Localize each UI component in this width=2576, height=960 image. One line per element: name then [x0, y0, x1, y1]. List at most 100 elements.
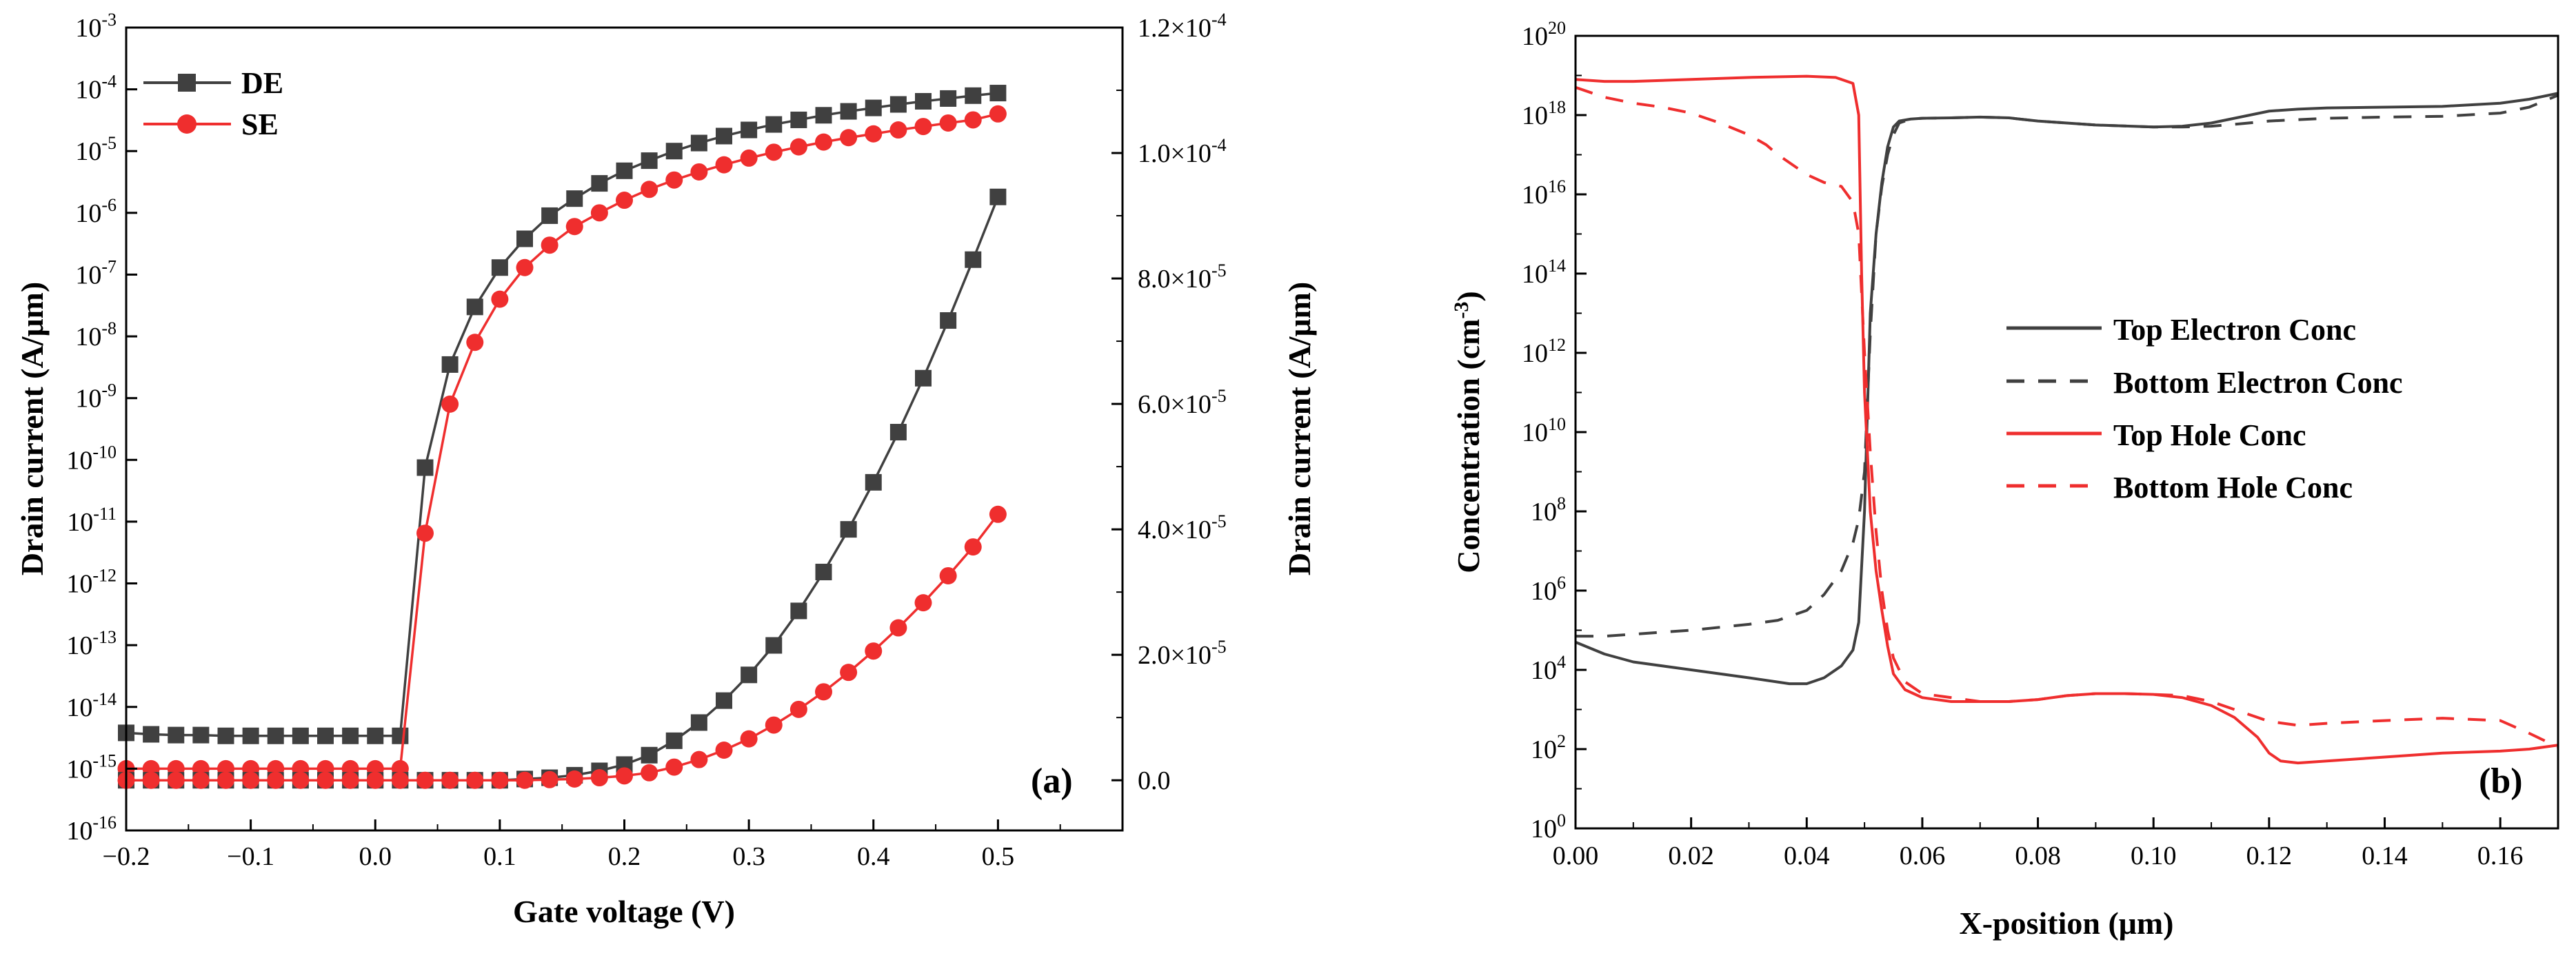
a-data-point-circle: [665, 758, 683, 776]
panel-a-left-y-axis-title: Drain current (A/μm): [14, 282, 50, 575]
a-data-point-square: [591, 175, 608, 192]
a-data-point-square: [889, 96, 907, 113]
a-left-tick-label: 10-12: [66, 566, 117, 599]
b-series-line-3: [1576, 85, 2558, 748]
b-y-tick-label-base: 10: [1531, 498, 1557, 527]
a-data-point-square: [840, 103, 857, 120]
a-left-tick-label: 10-3: [75, 10, 117, 43]
a-data-point-circle: [964, 111, 982, 129]
a-left-tick-label: 10-4: [75, 72, 117, 105]
a-x-tick-label: −0.2: [103, 842, 150, 871]
a-left-tick-label-base: 10: [75, 14, 101, 43]
a-data-point-circle: [964, 538, 982, 556]
b-y-tick-label-base: 10: [1522, 339, 1548, 368]
a-left-tick-label-base: 10: [66, 446, 92, 475]
b-x-tick-label: 0.04: [1784, 841, 1830, 870]
a-data-point-circle: [914, 594, 932, 612]
legend-de-label: DE: [241, 66, 283, 100]
b-y-tick-label: 104: [1531, 652, 1566, 685]
b-y-tick-label: 100: [1531, 810, 1566, 844]
a-left-tick-label-exp: -9: [101, 380, 117, 400]
a-data-point-square: [491, 259, 508, 276]
a-data-point-square: [566, 190, 583, 207]
a-data-point-square: [865, 473, 882, 491]
a-data-point-circle: [217, 771, 234, 789]
b-y-tick-label-base: 10: [1531, 577, 1557, 606]
a-data-point-circle: [865, 642, 883, 660]
legend-de-square-marker: [178, 74, 196, 92]
a-data-point-square: [889, 424, 907, 441]
a-data-point-circle: [516, 258, 534, 276]
a-data-point-circle: [341, 771, 359, 789]
a-data-point-square: [168, 726, 185, 744]
a-data-point-circle: [765, 143, 783, 161]
a-data-point-circle: [466, 334, 484, 351]
a-left-tick-label-exp: -4: [101, 72, 117, 92]
b-series-line-1: [1576, 94, 2558, 638]
legend-entry-bottom-hole: Bottom Hole Conc: [2006, 471, 2353, 504]
a-right-tick-mantissa: 1.0×10: [1138, 139, 1211, 168]
a-left-tick-label-exp: -15: [92, 750, 117, 770]
a-right-tick-label: 1.2×10-4: [1138, 10, 1227, 43]
a-left-tick-label-exp: -5: [101, 133, 117, 153]
a-left-tick-label-base: 10: [66, 817, 92, 846]
b-series-line-0: [1576, 92, 2558, 686]
a-data-point-circle: [641, 764, 658, 782]
panel-a-plot-frame: [125, 26, 1124, 832]
panel-b-x-axis-title: X-position (μm): [1959, 906, 2173, 941]
a-data-point-circle: [815, 133, 832, 151]
a-data-point-circle: [765, 716, 783, 734]
a-data-point-circle: [939, 114, 957, 132]
a-data-point-square: [690, 714, 707, 731]
a-left-tick-label-base: 10: [75, 261, 101, 289]
legend-se-circle-marker: [177, 114, 197, 134]
a-left-tick-label-base: 10: [75, 137, 101, 166]
b-y-tick-label: 1020: [1522, 18, 1566, 51]
a-data-point-square: [665, 143, 683, 160]
b-x-tick-label: 0.06: [1900, 841, 1946, 870]
a-data-point-square: [616, 162, 633, 179]
a-left-tick-label-exp: -16: [92, 813, 117, 833]
a-left-tick-label-base: 10: [67, 508, 93, 537]
a-data-point-circle: [142, 771, 160, 789]
a-x-tick-label: 0.0: [359, 842, 392, 871]
panel-a-x-axis-title: Gate voltage (V): [513, 894, 735, 929]
a-x-tick-label: −0.1: [227, 842, 274, 871]
b-y-tick-label-exp: 0: [1557, 810, 1566, 830]
a-data-point-square: [516, 230, 533, 247]
legend-bottom-hole-label: Bottom Hole Conc: [2113, 471, 2353, 504]
b-y-tick-label: 1012: [1522, 335, 1566, 368]
b-y-tick-label-base: 10: [1531, 656, 1557, 685]
a-data-point-circle: [466, 771, 484, 789]
a-series-line: [126, 112, 998, 770]
b-y-tick-label-exp: 8: [1557, 493, 1566, 513]
a-data-point-circle: [616, 192, 633, 210]
legend-entry-top-electron: Top Electron Conc: [2006, 313, 2356, 347]
a-data-point-circle: [641, 181, 658, 198]
a-data-point-circle: [889, 619, 907, 637]
a-data-point-circle: [840, 129, 858, 147]
a-data-point-square: [192, 726, 210, 744]
a-right-tick-label: 1.0×10-4: [1138, 135, 1227, 168]
a-data-point-circle: [815, 683, 832, 701]
a-data-point-circle: [441, 395, 459, 413]
a-data-point-square: [741, 666, 758, 684]
a-data-point-circle: [541, 236, 559, 254]
a-left-tick-label-exp: -6: [101, 195, 117, 215]
a-data-point-square: [790, 602, 807, 620]
a-data-point-square: [716, 127, 732, 145]
a-x-tick-label: 0.4: [857, 842, 890, 871]
a-data-point-circle: [989, 505, 1007, 523]
b-y-tick-label: 1016: [1522, 176, 1566, 210]
legend-top-hole-label: Top Hole Conc: [2113, 418, 2306, 452]
b-x-tick-label: 0.08: [2015, 841, 2061, 870]
a-data-point-square: [790, 111, 807, 128]
a-data-point-circle: [416, 771, 434, 789]
a-data-point-square: [690, 134, 707, 152]
a-left-tick-label: 10-11: [67, 504, 117, 537]
legend-entry-bottom-electron: Bottom Electron Conc: [2006, 366, 2403, 400]
a-left-tick-label: 10-14: [66, 689, 117, 722]
a-series-0: [118, 85, 1007, 744]
b-y-tick-label-base: 10: [1531, 735, 1557, 764]
